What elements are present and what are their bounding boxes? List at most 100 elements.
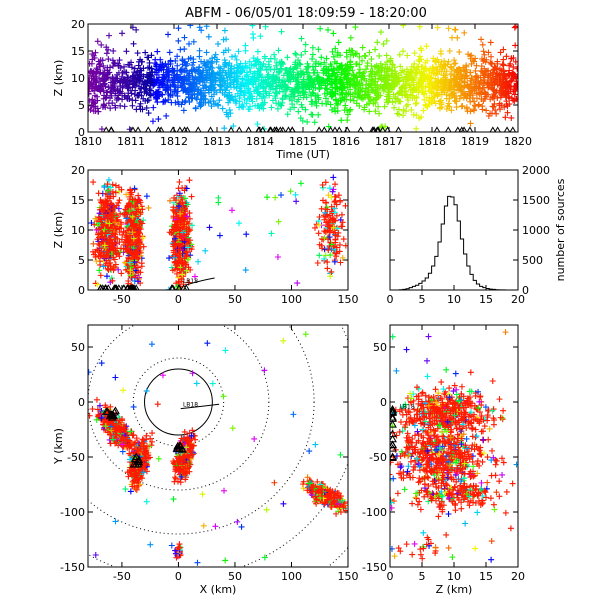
time-source-mark (382, 123, 389, 130)
time-source-mark (490, 93, 497, 100)
xz-source-mark (132, 211, 139, 218)
time-source-mark (471, 87, 478, 94)
time-source-mark (338, 117, 345, 124)
xz-source-mark (332, 236, 339, 243)
time-source-mark (254, 86, 261, 93)
x-tick-label: -50 (113, 293, 131, 306)
xz-source-mark (116, 197, 123, 204)
time-source-mark (150, 104, 157, 111)
xz-source-mark (102, 204, 109, 211)
time-source-mark (510, 97, 517, 104)
time-source-mark (496, 100, 503, 107)
time-source-mark (154, 99, 161, 106)
time-source-mark (280, 61, 287, 68)
time-source-mark (165, 96, 172, 103)
time-source-mark (426, 76, 433, 83)
time-source-mark (394, 110, 401, 117)
time-source-mark (434, 66, 441, 73)
time-source-mark (419, 71, 426, 78)
time-source-mark (304, 118, 311, 125)
time-source-mark (504, 109, 511, 116)
time-source-mark (413, 100, 420, 107)
time-source-mark (172, 57, 179, 64)
time-source-mark (371, 63, 378, 70)
xz-source-mark (195, 258, 202, 265)
xz-source-mark (342, 202, 348, 209)
time-source-mark (446, 48, 453, 55)
time-source-mark (445, 58, 452, 65)
xz-source-mark (95, 240, 102, 247)
time-source-mark (400, 48, 407, 55)
time-source-mark (102, 83, 109, 90)
time-source-mark (304, 64, 311, 71)
time-source-mark (262, 88, 269, 95)
time-source-mark (144, 73, 151, 80)
time-source-mark (239, 75, 246, 82)
xz-source-mark (182, 206, 189, 213)
xz-source-mark (328, 194, 335, 201)
x-tick-label: 1817 (375, 135, 403, 148)
time-source-mark (278, 28, 285, 35)
xz-source-mark (173, 280, 180, 287)
time-source-mark (437, 77, 444, 84)
time-source-mark (305, 76, 312, 83)
time-source-mark (325, 72, 332, 79)
time-sensor-triangle (255, 126, 262, 132)
time-source-mark (142, 79, 149, 86)
xz-source-mark (272, 194, 279, 201)
time-source-mark (279, 99, 286, 106)
x-tick-label: 100 (281, 570, 302, 583)
xz-source-mark (129, 229, 136, 236)
xz-sensor-triangle (120, 284, 128, 290)
time-source-mark (292, 50, 299, 57)
xz-source-mark (92, 215, 99, 222)
time-source-mark (181, 34, 188, 41)
time-source-mark (468, 77, 475, 84)
time-source-mark (463, 104, 470, 111)
time-source-mark (103, 50, 110, 57)
xz-source-mark (183, 231, 190, 238)
xz-source-mark (138, 263, 145, 270)
xz-source-mark (107, 201, 114, 208)
time-source-mark (479, 84, 486, 91)
time-source-mark (303, 94, 310, 101)
xz-source-mark (108, 211, 115, 218)
time-source-mark (114, 60, 121, 67)
xz-source-mark (206, 224, 213, 231)
time-source-mark (123, 48, 130, 55)
xz-source-mark (331, 227, 338, 234)
time-source-mark (108, 92, 115, 99)
time-source-mark (137, 71, 144, 78)
plan-source-mark (107, 403, 114, 410)
time-source-mark (372, 90, 379, 97)
xz-source-mark (117, 210, 124, 217)
time-source-mark (395, 72, 402, 79)
xz-source-mark (166, 255, 173, 262)
plan-source-mark (115, 442, 122, 449)
xz-source-mark (94, 246, 101, 253)
xz-source-mark (135, 233, 142, 240)
time-source-mark (492, 89, 499, 96)
time-source-mark (262, 24, 269, 30)
time-source-mark (480, 48, 487, 55)
time-source-mark (97, 78, 104, 85)
xz-source-mark (126, 259, 133, 266)
time-source-mark (246, 58, 253, 65)
time-source-mark (185, 93, 192, 100)
xz-source-mark (337, 198, 344, 205)
time-source-mark (266, 82, 273, 89)
xz-source-mark (115, 266, 122, 273)
time-source-mark (182, 97, 189, 104)
time-source-mark (315, 46, 322, 53)
xz-source-mark (105, 241, 112, 248)
time-source-mark (137, 100, 144, 107)
time-sensor-triangle (227, 126, 235, 132)
histogram-line (390, 195, 518, 291)
time-source-mark (192, 68, 199, 75)
time-source-mark (200, 67, 207, 74)
time-source-mark (422, 101, 429, 108)
xz-source-mark (175, 246, 182, 253)
y-tick-label: 20 (71, 18, 85, 31)
